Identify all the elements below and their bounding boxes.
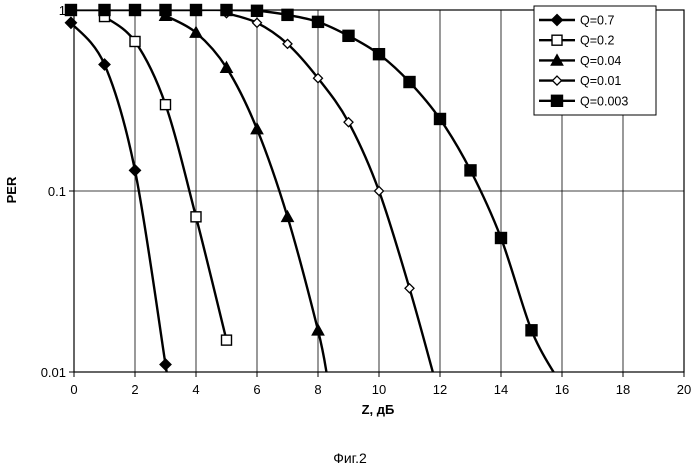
data-point-series-1 bbox=[99, 59, 110, 70]
data-point-series-5 bbox=[130, 5, 141, 16]
y-tick-label: 1 bbox=[59, 3, 66, 18]
legend-label: Q=0.04 bbox=[580, 54, 621, 68]
x-tick-label: 0 bbox=[70, 382, 77, 397]
data-point-series-5 bbox=[99, 5, 110, 16]
y-tick-label: 0.01 bbox=[41, 365, 66, 380]
y-axis-label: PER bbox=[4, 176, 19, 203]
x-tick-label: 10 bbox=[372, 382, 386, 397]
data-point-series-4 bbox=[405, 284, 414, 293]
data-point-series-2 bbox=[130, 36, 140, 46]
data-point-series-2 bbox=[222, 335, 232, 345]
legend-marker bbox=[552, 95, 563, 106]
data-point-series-4 bbox=[344, 118, 353, 127]
data-point-series-1 bbox=[130, 165, 141, 176]
data-point-series-5 bbox=[526, 325, 537, 336]
x-axis-label: Z, дБ bbox=[362, 402, 395, 417]
x-tick-label: 16 bbox=[555, 382, 569, 397]
x-tick-label: 12 bbox=[433, 382, 447, 397]
figure-caption: Фиг.2 bbox=[0, 450, 700, 466]
legend-label: Q=0.003 bbox=[580, 94, 628, 108]
data-point-series-3 bbox=[282, 211, 294, 222]
data-point-series-5 bbox=[252, 5, 263, 16]
legend-label: Q=0.01 bbox=[580, 74, 621, 88]
data-point-series-5 bbox=[221, 5, 232, 16]
legend-label: Q=0.2 bbox=[580, 34, 614, 48]
data-point-series-1 bbox=[160, 359, 171, 370]
data-point-series-5 bbox=[496, 232, 507, 243]
data-point-series-5 bbox=[191, 5, 202, 16]
series-line-4 bbox=[227, 13, 434, 376]
legend-label: Q=0.7 bbox=[580, 14, 614, 28]
data-point-series-5 bbox=[160, 5, 171, 16]
data-point-series-4 bbox=[375, 187, 384, 196]
data-point-series-5 bbox=[65, 5, 76, 16]
data-point-series-5 bbox=[343, 30, 354, 41]
x-tick-label: 18 bbox=[616, 382, 630, 397]
legend-marker bbox=[552, 35, 562, 45]
x-tick-label: 2 bbox=[131, 382, 138, 397]
series-curves bbox=[71, 10, 556, 383]
data-point-series-3 bbox=[312, 324, 324, 335]
series-line-5 bbox=[71, 10, 556, 376]
data-point-series-2 bbox=[161, 100, 171, 110]
x-tick-label: 8 bbox=[314, 382, 321, 397]
series-line-2 bbox=[105, 17, 227, 341]
data-point-series-3 bbox=[251, 123, 263, 134]
data-point-series-2 bbox=[191, 212, 201, 222]
y-tick-label: 0.1 bbox=[48, 184, 66, 199]
data-point-series-5 bbox=[282, 9, 293, 20]
data-point-series-5 bbox=[313, 16, 324, 27]
legend: Q=0.7 Q=0.2 Q=0.04 Q=0.01 Q=0.003 bbox=[534, 6, 656, 115]
x-tick-label: 4 bbox=[192, 382, 199, 397]
data-point-series-5 bbox=[465, 165, 476, 176]
data-point-series-5 bbox=[374, 49, 385, 60]
data-point-series-4 bbox=[253, 18, 262, 27]
x-tick-label: 20 bbox=[677, 382, 691, 397]
data-point-series-5 bbox=[435, 113, 446, 124]
x-tick-label: 6 bbox=[253, 382, 260, 397]
data-point-series-5 bbox=[404, 77, 415, 88]
x-tick-label: 14 bbox=[494, 382, 508, 397]
